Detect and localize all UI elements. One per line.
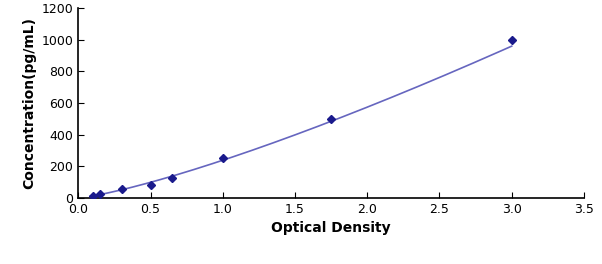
Y-axis label: Concentration(pg/mL): Concentration(pg/mL) [22, 17, 36, 189]
X-axis label: Optical Density: Optical Density [272, 221, 391, 235]
